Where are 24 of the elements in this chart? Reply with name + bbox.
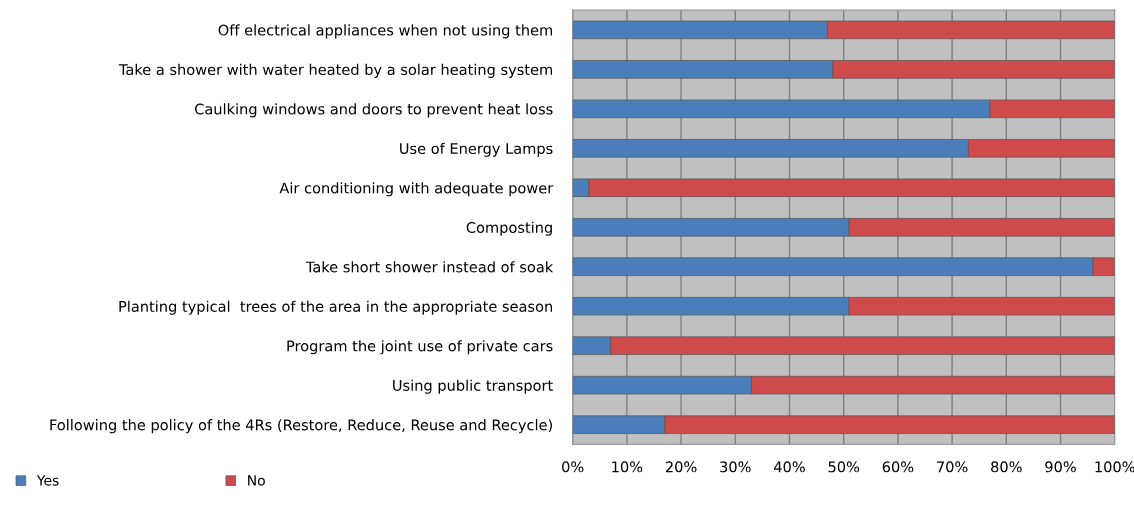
x-tick-label: 40% bbox=[774, 461, 805, 473]
y-tick-label: Air conditioning with adequate power bbox=[279, 182, 554, 197]
x-tick-label: 80% bbox=[991, 461, 1022, 473]
y-tick-label: Using public transport bbox=[393, 379, 553, 394]
legend-label: No bbox=[248, 475, 265, 486]
y-tick-label: Composting bbox=[466, 221, 552, 236]
x-tick-label: 60% bbox=[882, 461, 914, 473]
y-tick-label: Following the policy of the 4Rs (Restore, Reduce, Reuse and Recycle) bbox=[50, 419, 552, 434]
y-tick-label: Off electrical appliances when not using them bbox=[218, 24, 552, 39]
y-tick-label: Planting typical trees of the area in the appropriate season bbox=[119, 300, 552, 315]
y-tick-label: Use of Energy Lamps bbox=[400, 142, 553, 157]
legend-label: Yes bbox=[36, 475, 59, 486]
x-tick-label: 20% bbox=[665, 461, 697, 473]
y-tick-label: Take a shower with water heated by a solar heating system bbox=[118, 63, 552, 78]
x-tick-label: 10% bbox=[612, 461, 643, 473]
y-tick-label: Program the joint use of private cars bbox=[287, 340, 553, 355]
y-tick-label: Caulking windows and doors to prevent heat loss bbox=[194, 103, 553, 118]
x-tick-label: 100% bbox=[1095, 461, 1134, 473]
x-tick-label: 50% bbox=[828, 461, 860, 473]
x-tick-label: 0% bbox=[562, 461, 584, 473]
x-tick-label: 30% bbox=[720, 461, 751, 473]
x-tick-label: 70% bbox=[937, 461, 968, 473]
y-tick-label: Take short shower instead of soak bbox=[305, 261, 554, 273]
x-tick-label: 90% bbox=[1045, 461, 1076, 473]
